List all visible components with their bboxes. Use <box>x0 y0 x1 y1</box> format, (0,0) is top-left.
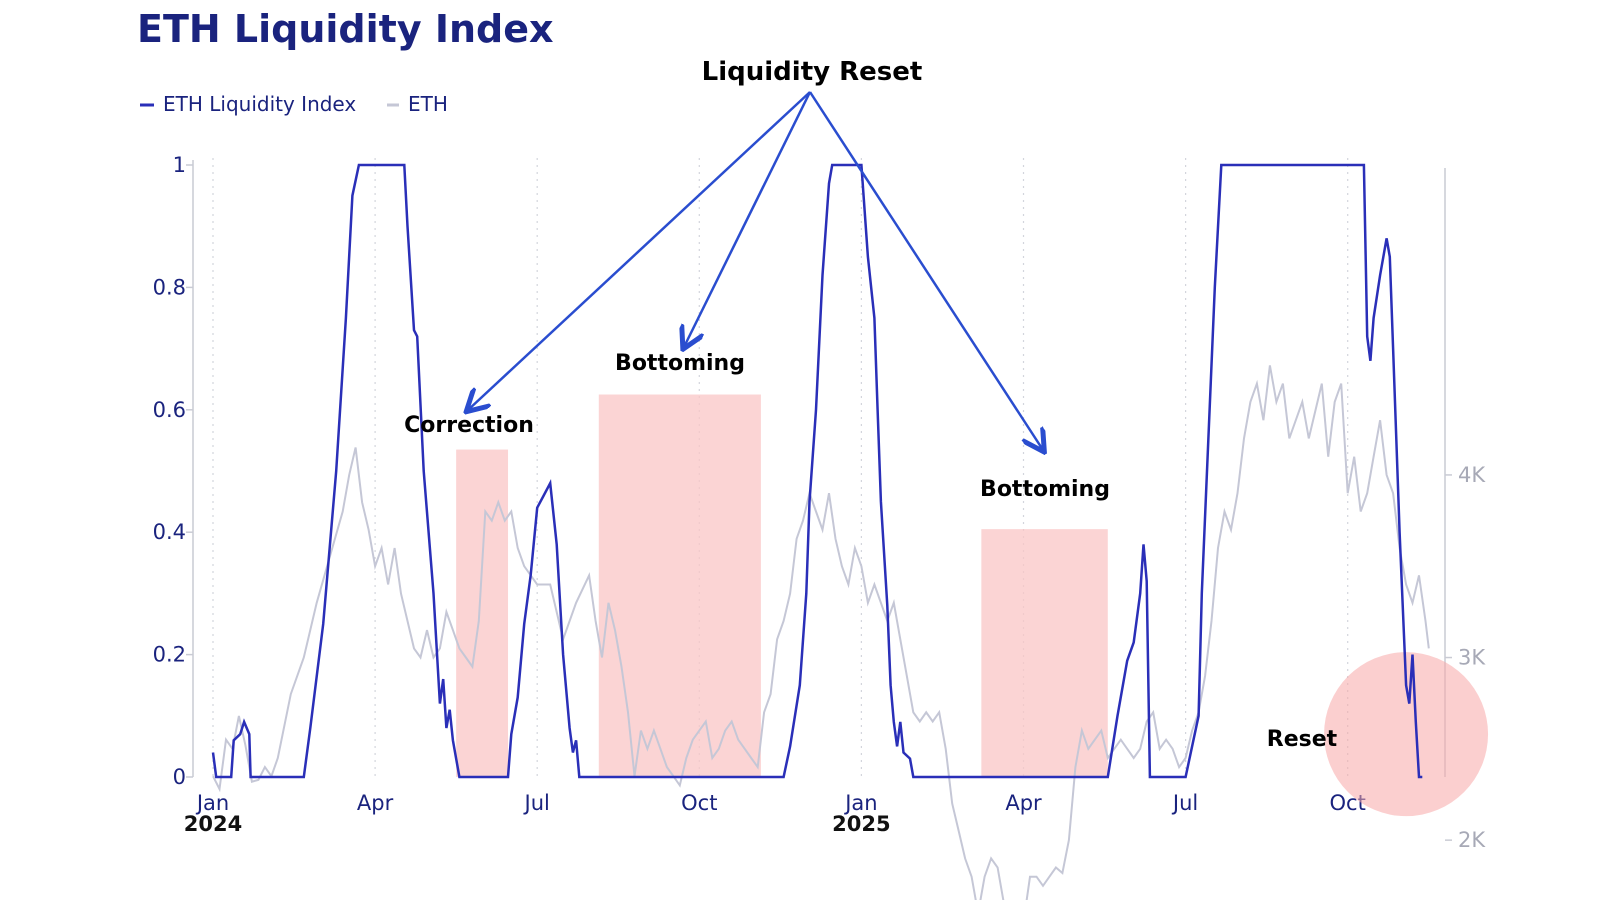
x-tick-label: Jul <box>1171 791 1198 815</box>
annotation-reset: Reset <box>1267 727 1338 752</box>
shaded-region-3 <box>981 529 1108 777</box>
arrow-to-bottoming-1 <box>684 91 812 347</box>
y-tick-label-left: 0.4 <box>153 520 186 544</box>
legend-label-liquidity-index: ETH Liquidity Index <box>163 92 356 116</box>
annotation-arrows <box>468 91 1043 450</box>
shaded-region-1 <box>456 449 509 777</box>
series-line-eth <box>212 365 1430 900</box>
legend: ETH Liquidity Index ETH <box>140 92 448 116</box>
x-tick-label: Oct <box>681 791 717 815</box>
y-tick-label-left: 0.6 <box>153 398 186 422</box>
left-axis-ticks: 0 0.2 0.4 0.6 0.8 1 <box>153 153 193 789</box>
shaded-region-2 <box>598 394 761 777</box>
arrow-to-correction <box>468 91 811 410</box>
y-tick-label-right: 4K <box>1458 463 1486 487</box>
y-tick-label-left: 1 <box>173 153 186 177</box>
reset-highlight-circle <box>1324 652 1489 817</box>
chart-title: ETH Liquidity Index <box>137 7 554 51</box>
x-tick-year-label: 2024 <box>184 812 242 836</box>
x-tick-label: Apr <box>1005 791 1042 815</box>
arrow-to-bottoming-2 <box>808 91 1043 450</box>
shaded-regions <box>456 394 1108 777</box>
x-tick-label: Apr <box>357 791 394 815</box>
annotation-liquidity-reset: Liquidity Reset <box>702 57 923 87</box>
legend-label-eth: ETH <box>408 92 448 116</box>
annotation-bottoming-2: Bottoming <box>980 477 1110 502</box>
vertical-gridlines <box>212 158 1349 777</box>
y-tick-label-left: 0 <box>173 765 186 789</box>
right-axis-ticks: 2K 3K 4K <box>1445 463 1486 852</box>
annotation-correction: Correction <box>404 413 534 438</box>
y-tick-label-left: 0.8 <box>153 275 186 299</box>
x-tick-label: Jan <box>195 791 229 815</box>
x-tick-label: Jan <box>843 791 877 815</box>
x-tick-year-label: 2025 <box>832 812 890 836</box>
x-tick-label: Jul <box>523 791 550 815</box>
y-tick-label-right: 3K <box>1458 646 1486 670</box>
y-tick-label-left: 0.2 <box>153 643 186 667</box>
y-tick-label-right: 2K <box>1458 828 1486 852</box>
annotation-bottoming-1: Bottoming <box>615 351 745 376</box>
series-line-liquidity-index <box>211 163 1423 779</box>
